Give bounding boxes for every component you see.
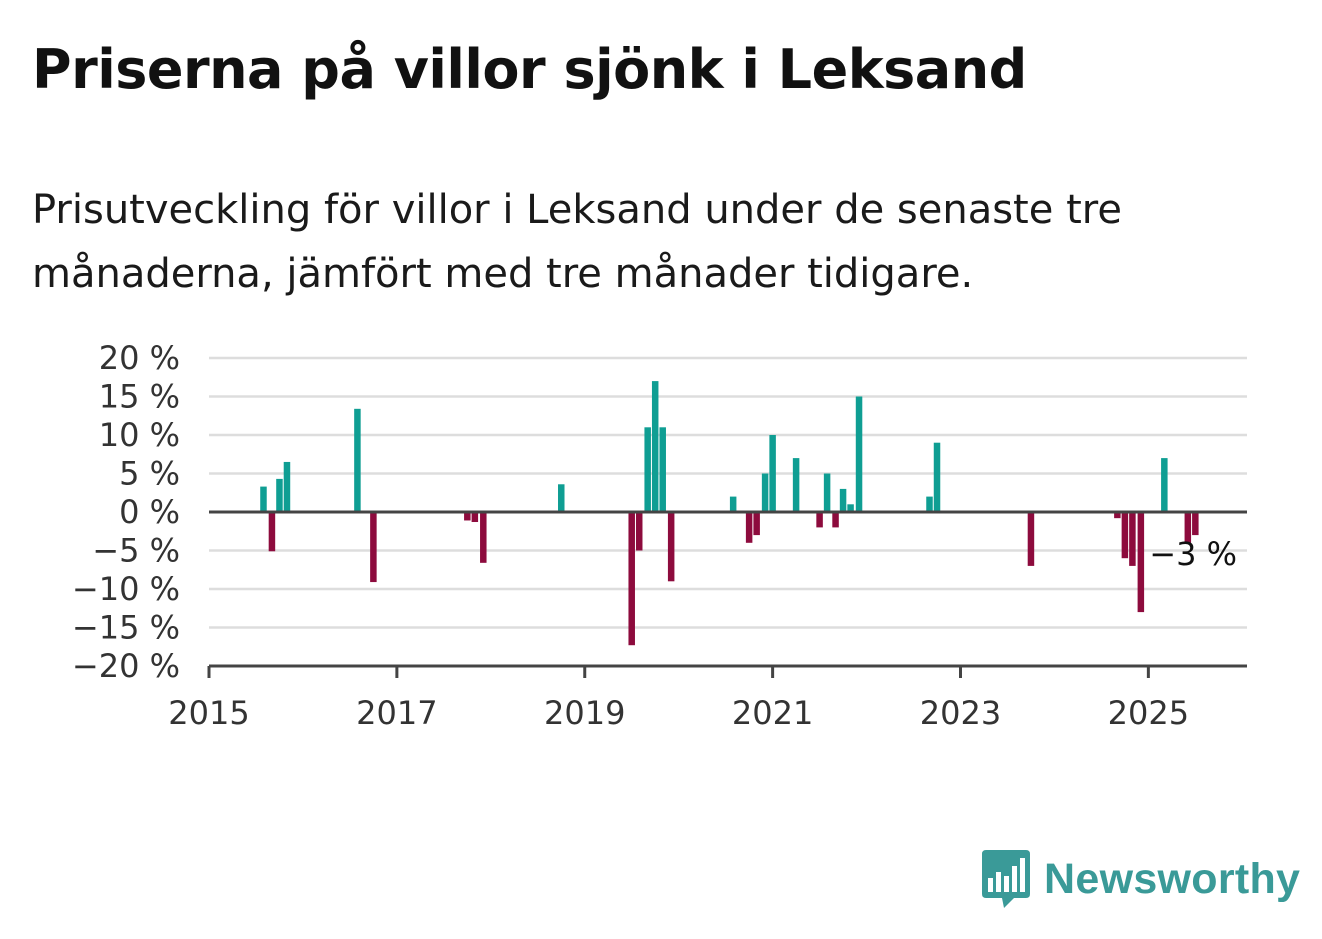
bar — [839, 488, 847, 512]
x-tick-label: 2019 — [544, 694, 625, 732]
bar — [644, 427, 651, 512]
latest-value-label: −3 % — [1149, 535, 1237, 573]
y-tick-label: 15 % — [99, 378, 180, 416]
bar — [628, 512, 635, 646]
bar — [753, 512, 760, 536]
bar — [283, 461, 291, 512]
y-tick-label: −15 % — [72, 609, 180, 647]
bar — [268, 512, 276, 552]
y-axis-labels: 20 %15 %10 %5 %0 %−5 %−10 %−15 %−20 % — [72, 339, 180, 685]
axes — [207, 510, 1247, 678]
bar — [1137, 512, 1145, 613]
bar — [480, 512, 487, 563]
bar — [1184, 512, 1192, 543]
bar — [635, 512, 643, 551]
newsworthy-logo: Newsworthy — [980, 848, 1300, 910]
brand-name: Newsworthy — [1044, 854, 1301, 903]
bar — [816, 512, 823, 528]
bar — [260, 486, 267, 512]
gridlines — [209, 356, 1247, 629]
bar — [933, 442, 941, 512]
bar — [1121, 512, 1129, 559]
bar — [1027, 512, 1035, 566]
bar — [761, 473, 769, 512]
bar — [823, 473, 831, 512]
bar — [370, 512, 377, 583]
x-axis-labels: 2015 2017 2019 2021 2023 2025 — [168, 694, 1189, 732]
bar — [464, 512, 471, 521]
bars — [260, 381, 1199, 646]
x-tick-label: 2017 — [356, 694, 437, 732]
y-tick-label: −10 % — [72, 570, 180, 608]
x-tick-label: 2023 — [920, 694, 1001, 732]
bar — [667, 512, 675, 582]
y-tick-label: −20 % — [72, 647, 180, 685]
bar — [1161, 458, 1168, 512]
chart-title: Priserna på villor sjönk i Leksand — [32, 38, 1027, 101]
bar — [1114, 512, 1121, 519]
bar — [745, 512, 753, 543]
bar — [354, 408, 361, 512]
x-tick-label: 2021 — [732, 694, 813, 732]
y-tick-label: 10 % — [99, 416, 180, 454]
y-tick-label: 0 % — [119, 493, 180, 531]
bar — [276, 478, 283, 512]
x-tick-label: 2015 — [168, 694, 249, 732]
bar — [1192, 512, 1199, 536]
bar — [792, 458, 800, 512]
bar — [832, 512, 839, 528]
bar — [651, 381, 659, 512]
bar — [855, 396, 863, 512]
bar — [729, 496, 737, 512]
bar-chart: 20 %15 %10 %5 %0 %−5 %−10 %−15 %−20 % 20… — [72, 339, 1247, 732]
annotations: −3 % — [1149, 535, 1237, 573]
bar — [471, 512, 479, 523]
y-tick-label: −5 % — [92, 532, 180, 570]
bar — [558, 484, 565, 512]
y-tick-label: 5 % — [119, 455, 180, 493]
y-tick-label: 20 % — [99, 339, 180, 377]
chart-subtitle: Prisutveckling för villor i Leksand unde… — [32, 187, 1122, 297]
x-tick-label: 2025 — [1108, 694, 1189, 732]
bar — [847, 504, 854, 512]
bar — [659, 427, 666, 512]
bar — [769, 435, 776, 512]
bar — [926, 496, 933, 512]
newsworthy-chart-bubble-icon — [982, 850, 1030, 908]
bar — [1129, 512, 1136, 566]
